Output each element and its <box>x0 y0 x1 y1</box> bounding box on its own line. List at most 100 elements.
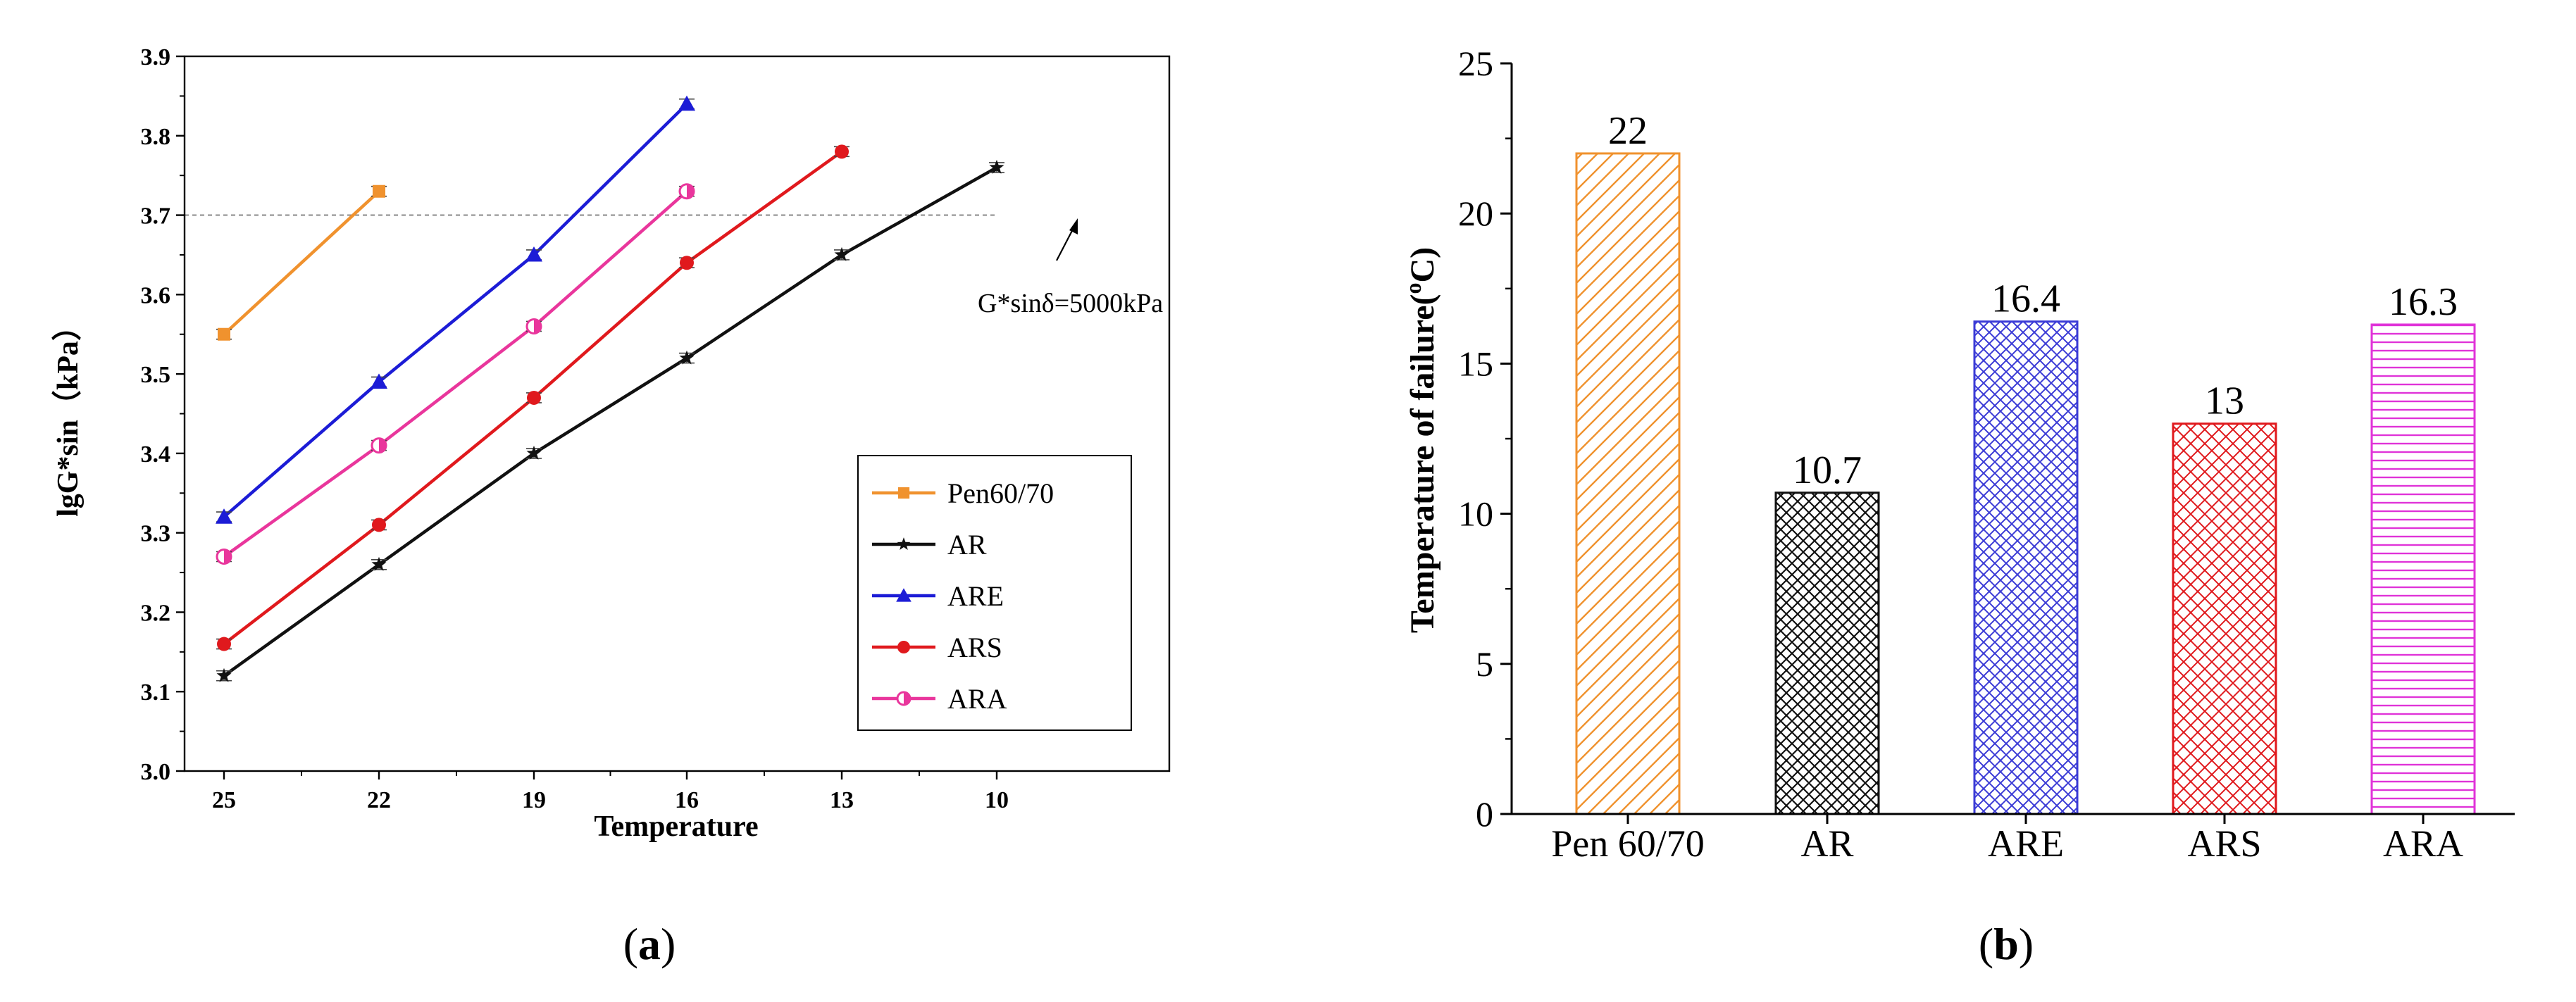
data-point <box>371 556 387 571</box>
y-tick-label: 3.0 <box>141 759 171 785</box>
x-tick-label: 22 <box>367 787 391 813</box>
data-label: 16.4 <box>1991 277 2060 321</box>
data-point <box>525 246 542 262</box>
panel-label-a: (a) <box>623 919 676 969</box>
category-label: ARS <box>2187 822 2261 865</box>
data-point <box>896 588 911 602</box>
y-tick-label: 3.5 <box>141 362 171 388</box>
annotation-arrowhead <box>1069 218 1078 234</box>
data-label: 22 <box>1608 109 1648 153</box>
y-tick-label: 15 <box>1458 344 1493 383</box>
bar-ara: 16.3 ARA <box>2370 280 2476 865</box>
bar-chart-panel: 0 5 10 15 20 25 22 Pen 60/70 10.7 AR 16.4 ARE 13 ARS… <box>1400 44 2515 969</box>
data-point <box>217 637 231 651</box>
series-ars <box>216 144 850 651</box>
data-point <box>989 159 1004 174</box>
bar <box>1774 491 1880 815</box>
y-tick-label: 3.6 <box>141 282 171 308</box>
data-point <box>372 518 386 532</box>
y-tick-label: 10 <box>1458 494 1493 534</box>
series-line <box>223 165 998 677</box>
legend-label: ARS <box>947 632 1002 663</box>
bar <box>2172 422 2277 815</box>
series-line <box>223 190 688 558</box>
legend-item-pen60-70: Pen60/70 <box>872 477 1054 509</box>
legend: Pen60/70 AR ARE ARS ARA <box>857 455 1132 731</box>
data-point <box>525 318 542 334</box>
legend-label: Pen60/70 <box>947 477 1054 509</box>
data-point <box>897 537 911 550</box>
series-ara <box>216 183 695 565</box>
y-tick-label: 3.3 <box>141 521 171 547</box>
category-label: ARA <box>2383 822 2463 865</box>
x-tick-label: 10 <box>985 787 1009 813</box>
legend-item-ara: ARA <box>872 683 1007 715</box>
data-point <box>897 641 910 653</box>
legend-item-are: ARE <box>872 580 1004 612</box>
y-tick-label: 3.8 <box>141 124 171 150</box>
series-are <box>216 95 695 524</box>
y-axis-title: Temperature of failure(oC) <box>1400 247 1441 633</box>
y-axis: 3.0 3.1 3.2 3.3 3.4 3.5 3.6 3.7 3.8 3.9 <box>141 44 185 785</box>
y-tick-label: 25 <box>1458 44 1493 83</box>
series-ar <box>216 159 1004 682</box>
bar-ar: 10.7 AR <box>1774 449 1880 865</box>
x-tick-label: 16 <box>675 787 699 813</box>
data-point <box>526 445 542 460</box>
bar <box>1973 320 2079 815</box>
legend-label: ARA <box>947 683 1007 715</box>
x-axis-title: Temperature <box>594 810 758 843</box>
y-tick-label: 3.1 <box>141 680 171 706</box>
y-axis-title: lgG*sin（kPa） <box>51 311 85 517</box>
series-group <box>216 95 1004 682</box>
y-tick-label: 5 <box>1476 644 1493 684</box>
y-tick-label: 3.2 <box>141 600 171 626</box>
data-point <box>834 246 850 261</box>
data-point <box>371 373 387 389</box>
data-point <box>218 327 230 341</box>
data-point <box>371 437 387 454</box>
x-tick-label: 25 <box>212 787 236 813</box>
data-point <box>678 95 695 111</box>
reference-line-label: G*sinδ=5000kPa <box>978 289 1163 318</box>
data-label: 13 <box>2205 380 2244 423</box>
data-point <box>679 350 695 365</box>
x-tick-label: 19 <box>522 787 546 813</box>
data-point <box>896 691 911 706</box>
category-label: ARE <box>1988 822 2064 865</box>
legend-label: ARE <box>947 580 1004 612</box>
bar-pen-60-70: 22 Pen 60/70 <box>1551 109 1705 865</box>
x-tick-label: 13 <box>830 787 854 813</box>
y-tick-label: 3.7 <box>141 203 171 230</box>
data-point <box>835 144 849 159</box>
data-point <box>216 508 232 524</box>
series-line <box>223 103 688 518</box>
bar <box>2370 323 2476 815</box>
bar-ars: 13 ARS <box>2172 380 2277 865</box>
series-pen60-70 <box>216 184 387 341</box>
legend-item-ars: ARS <box>872 632 1002 663</box>
data-point <box>680 256 694 270</box>
bar-are: 16.4 ARE <box>1973 277 2079 865</box>
data-point <box>897 487 910 499</box>
category-label: AR <box>1800 822 1853 865</box>
legend-items: Pen60/70 AR ARE ARS ARA <box>872 477 1054 715</box>
x-axis: 25 22 19 16 13 10 <box>212 771 1009 813</box>
data-point <box>527 390 541 405</box>
data-point <box>216 549 232 565</box>
reference-line-group: G*sinδ=5000kPa <box>185 214 1163 318</box>
bars-group: 22 Pen 60/70 10.7 AR 16.4 ARE 13 ARS 16.3 ARA <box>1551 109 2476 865</box>
y-axis: 0 5 10 15 20 25 <box>1458 44 1512 834</box>
bar <box>1575 152 1681 815</box>
data-point <box>678 183 695 200</box>
y-tick-label: 0 <box>1476 794 1493 834</box>
panel-label-b: (b) <box>1979 919 2034 969</box>
y-tick-label: 3.4 <box>141 441 171 468</box>
line-chart-panel: G*sinδ=5000kPa 3.03.13.23.33.43.53.63.73… <box>51 44 1171 969</box>
legend-label: AR <box>947 529 987 561</box>
y-tick-label: 3.9 <box>141 44 171 70</box>
data-point <box>216 668 232 682</box>
legend-item-ar: AR <box>872 529 987 561</box>
y-tick-label: 20 <box>1458 194 1493 233</box>
